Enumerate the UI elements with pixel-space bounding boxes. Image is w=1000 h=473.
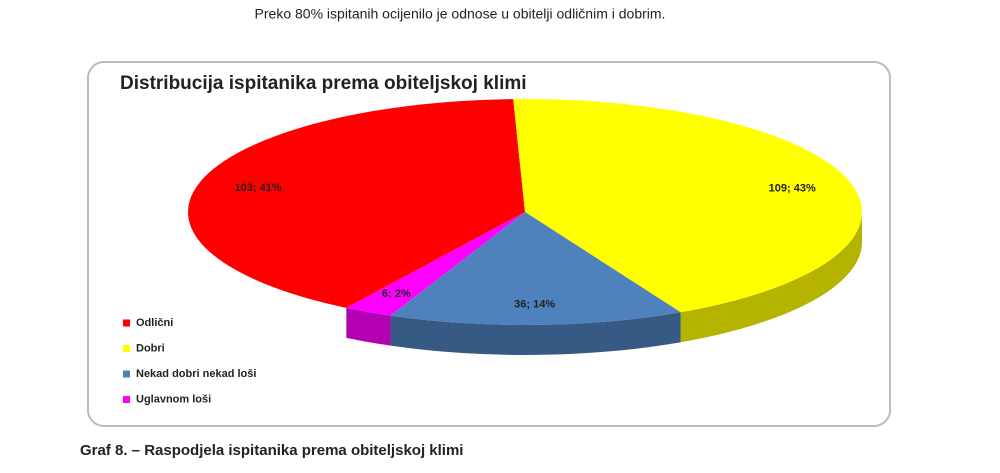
legend-label: Odlični bbox=[136, 317, 173, 329]
slice bbox=[513, 99, 862, 313]
data-label: 103; 41% bbox=[235, 182, 282, 194]
pie: 103; 41% 109; 43% 36; 14% 6; 2% bbox=[188, 99, 862, 355]
slice bbox=[346, 212, 525, 316]
data-label: 36; 14% bbox=[514, 299, 555, 311]
data-label: 6; 2% bbox=[382, 288, 411, 300]
caption: Graf 8. – Raspodjela ispitanika prema ob… bbox=[80, 442, 463, 459]
legend-swatch bbox=[123, 396, 130, 403]
legend-swatch bbox=[123, 319, 130, 327]
slice-side bbox=[346, 307, 391, 346]
slice bbox=[188, 99, 525, 308]
slice bbox=[390, 212, 681, 325]
legend-label: Dobri bbox=[136, 342, 165, 354]
legend-swatch bbox=[123, 370, 130, 378]
slice-side bbox=[390, 312, 681, 355]
legend-label: Uglavnom loši bbox=[136, 393, 211, 405]
legend-swatch bbox=[123, 345, 130, 352]
intro-text: Preko 80% ispitanih ocijenilo je odnose … bbox=[255, 6, 666, 22]
legend: Odlični Dobri Nekad dobri nekad loši Uglavn… bbox=[123, 317, 256, 405]
chart-title: Distribucija ispitanika prema obiteljsko… bbox=[120, 73, 527, 94]
data-label: 109; 43% bbox=[769, 182, 816, 194]
legend-label: Nekad dobri nekad loši bbox=[136, 368, 256, 380]
slice-side bbox=[680, 212, 862, 343]
